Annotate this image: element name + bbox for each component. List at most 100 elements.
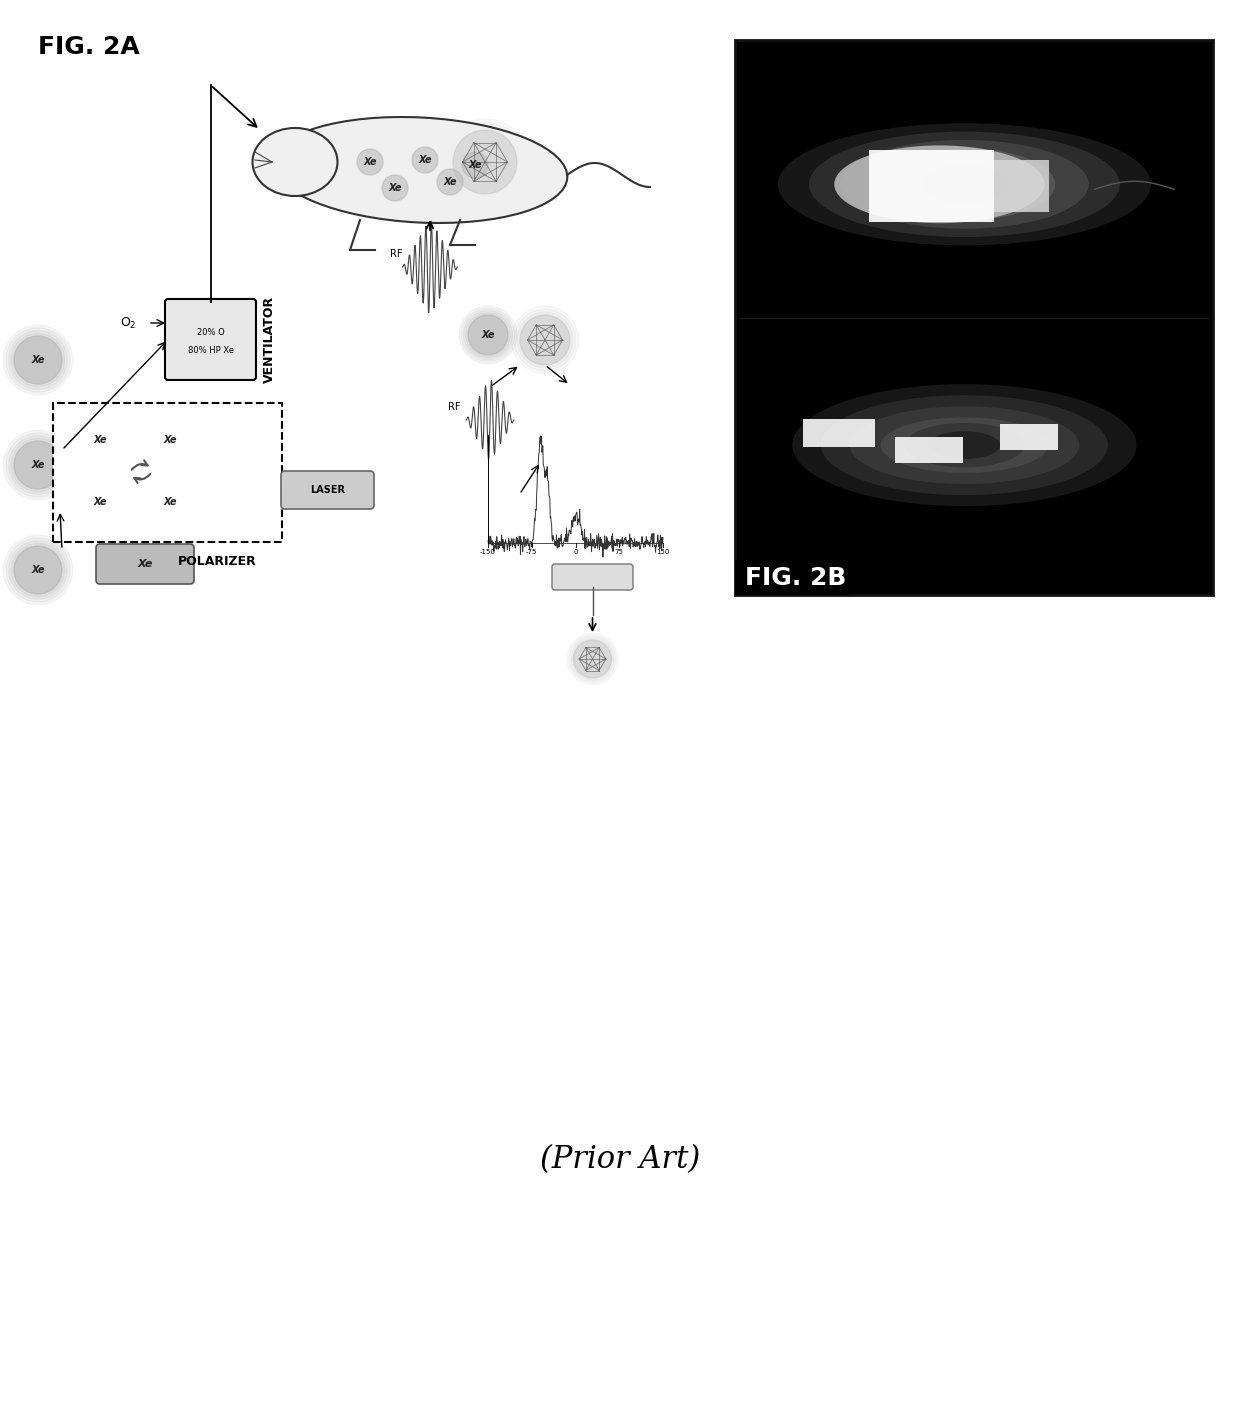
Text: Xe: Xe [418,155,432,165]
Circle shape [435,168,465,197]
Circle shape [351,142,389,181]
Circle shape [379,172,410,204]
Ellipse shape [808,131,1120,237]
Circle shape [376,170,414,207]
Circle shape [410,145,439,174]
Text: RF: RF [391,249,403,259]
Circle shape [9,540,67,600]
Ellipse shape [821,395,1107,494]
Circle shape [73,476,126,529]
Circle shape [6,537,71,603]
Text: LASER: LASER [310,485,345,494]
Circle shape [144,413,197,467]
Circle shape [355,147,386,178]
Circle shape [449,127,521,198]
Bar [804,419,875,447]
Circle shape [407,141,444,180]
Circle shape [9,436,67,494]
Circle shape [71,410,129,469]
Circle shape [463,152,489,178]
Circle shape [408,142,443,177]
Circle shape [517,312,573,368]
Text: 20% O: 20% O [197,328,224,336]
Circle shape [436,170,463,195]
Circle shape [461,308,515,362]
Circle shape [382,175,408,201]
Circle shape [458,148,492,182]
Circle shape [520,315,570,365]
Text: (Prior Art): (Prior Art) [539,1144,701,1176]
Ellipse shape [921,165,1007,204]
FancyBboxPatch shape [281,472,374,509]
Circle shape [460,151,490,180]
Circle shape [14,546,62,594]
FancyBboxPatch shape [95,544,193,584]
Circle shape [141,410,198,469]
Ellipse shape [898,157,1032,212]
Text: FIG. 2A: FIG. 2A [38,36,140,58]
Text: Xe: Xe [443,177,456,187]
Text: O$_2$: O$_2$ [120,315,136,331]
Circle shape [573,640,611,678]
Circle shape [81,482,120,522]
Text: -75: -75 [526,549,537,554]
Text: 80% HP Xe: 80% HP Xe [187,346,233,355]
Circle shape [11,439,64,492]
Circle shape [148,480,192,524]
Circle shape [141,473,198,532]
Text: Xe: Xe [93,497,107,507]
Text: Xe: Xe [93,435,107,445]
Circle shape [569,636,616,683]
Text: 75: 75 [615,549,624,554]
Text: Xe: Xe [31,460,45,470]
Circle shape [453,130,517,194]
Circle shape [78,418,123,462]
Bar [994,160,1049,212]
Circle shape [352,144,387,180]
Circle shape [459,150,491,181]
Ellipse shape [880,418,1048,473]
Ellipse shape [841,140,1089,228]
Circle shape [150,420,190,460]
Bar [735,560,849,596]
Circle shape [73,413,126,467]
Circle shape [459,306,517,363]
Text: Xe: Xe [138,559,153,569]
Ellipse shape [273,117,568,222]
Text: RF: RF [448,402,460,412]
Text: POLARIZER: POLARIZER [179,554,257,569]
Circle shape [6,328,71,392]
Circle shape [433,165,467,200]
Circle shape [4,430,73,500]
Circle shape [14,336,62,383]
FancyBboxPatch shape [53,403,281,542]
Text: Xe: Xe [388,182,402,192]
Circle shape [456,147,494,184]
Circle shape [445,123,525,201]
Circle shape [511,306,579,373]
Circle shape [11,543,64,597]
Circle shape [14,440,62,489]
Circle shape [145,477,195,526]
Text: 150: 150 [656,549,670,554]
FancyBboxPatch shape [552,564,632,590]
Text: Xe: Xe [469,160,482,170]
Bar [735,40,1213,596]
Circle shape [76,477,124,526]
Text: Xe: Xe [31,564,45,576]
Circle shape [9,331,67,389]
Circle shape [466,312,510,358]
Circle shape [515,309,575,371]
Circle shape [6,433,71,497]
Circle shape [572,638,614,680]
Circle shape [357,150,383,175]
FancyBboxPatch shape [165,299,255,380]
Ellipse shape [874,148,1055,221]
Circle shape [150,482,190,522]
Ellipse shape [929,432,1001,459]
Text: Xe: Xe [31,355,45,365]
Text: -150: -150 [480,549,496,554]
Circle shape [76,416,124,465]
Circle shape [11,333,64,386]
Text: Xe: Xe [164,497,177,507]
